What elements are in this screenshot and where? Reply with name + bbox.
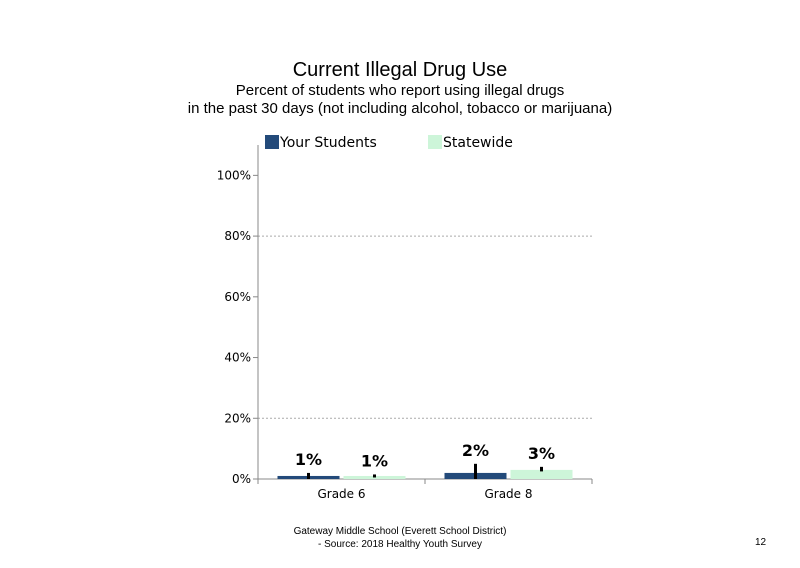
y-tick-label-2: 40% xyxy=(224,351,251,365)
x-tick-label-1: Grade 8 xyxy=(484,487,532,501)
footer: Gateway Middle School (Everett School Di… xyxy=(240,525,560,551)
chart-subtitle-line2: in the past 30 days (not including alcoh… xyxy=(187,100,613,117)
chart-title: Current Illegal Drug Use xyxy=(292,59,508,81)
page-number: 12 xyxy=(755,537,767,548)
bar-statewide-1 xyxy=(510,469,573,479)
y-tick-label-1: 20% xyxy=(224,411,251,425)
legend-label-1: Statewide xyxy=(443,135,513,151)
data-label-1-0: 1% xyxy=(361,451,388,470)
footer-source: - Source: 2018 Healthy Youth Survey xyxy=(318,539,482,550)
chart-subtitle-line1: Percent of students who report using ill… xyxy=(235,82,565,99)
data-label-1-1: 3% xyxy=(528,444,555,463)
legend-swatch-0 xyxy=(265,135,279,149)
y-tick-label-5: 100% xyxy=(217,168,251,182)
legend-label-0: Your Students xyxy=(279,135,377,151)
y-tick-label-3: 60% xyxy=(224,290,251,304)
data-label-0-0: 1% xyxy=(295,450,322,469)
data-label-0-1: 2% xyxy=(462,441,489,460)
y-tick-label-4: 80% xyxy=(224,229,251,243)
footer-school: Gateway Middle School (Everett School Di… xyxy=(293,526,507,537)
x-tick-label-0: Grade 6 xyxy=(317,487,365,501)
legend-swatch-1 xyxy=(428,135,442,149)
y-tick-label-0: 0% xyxy=(232,472,251,486)
